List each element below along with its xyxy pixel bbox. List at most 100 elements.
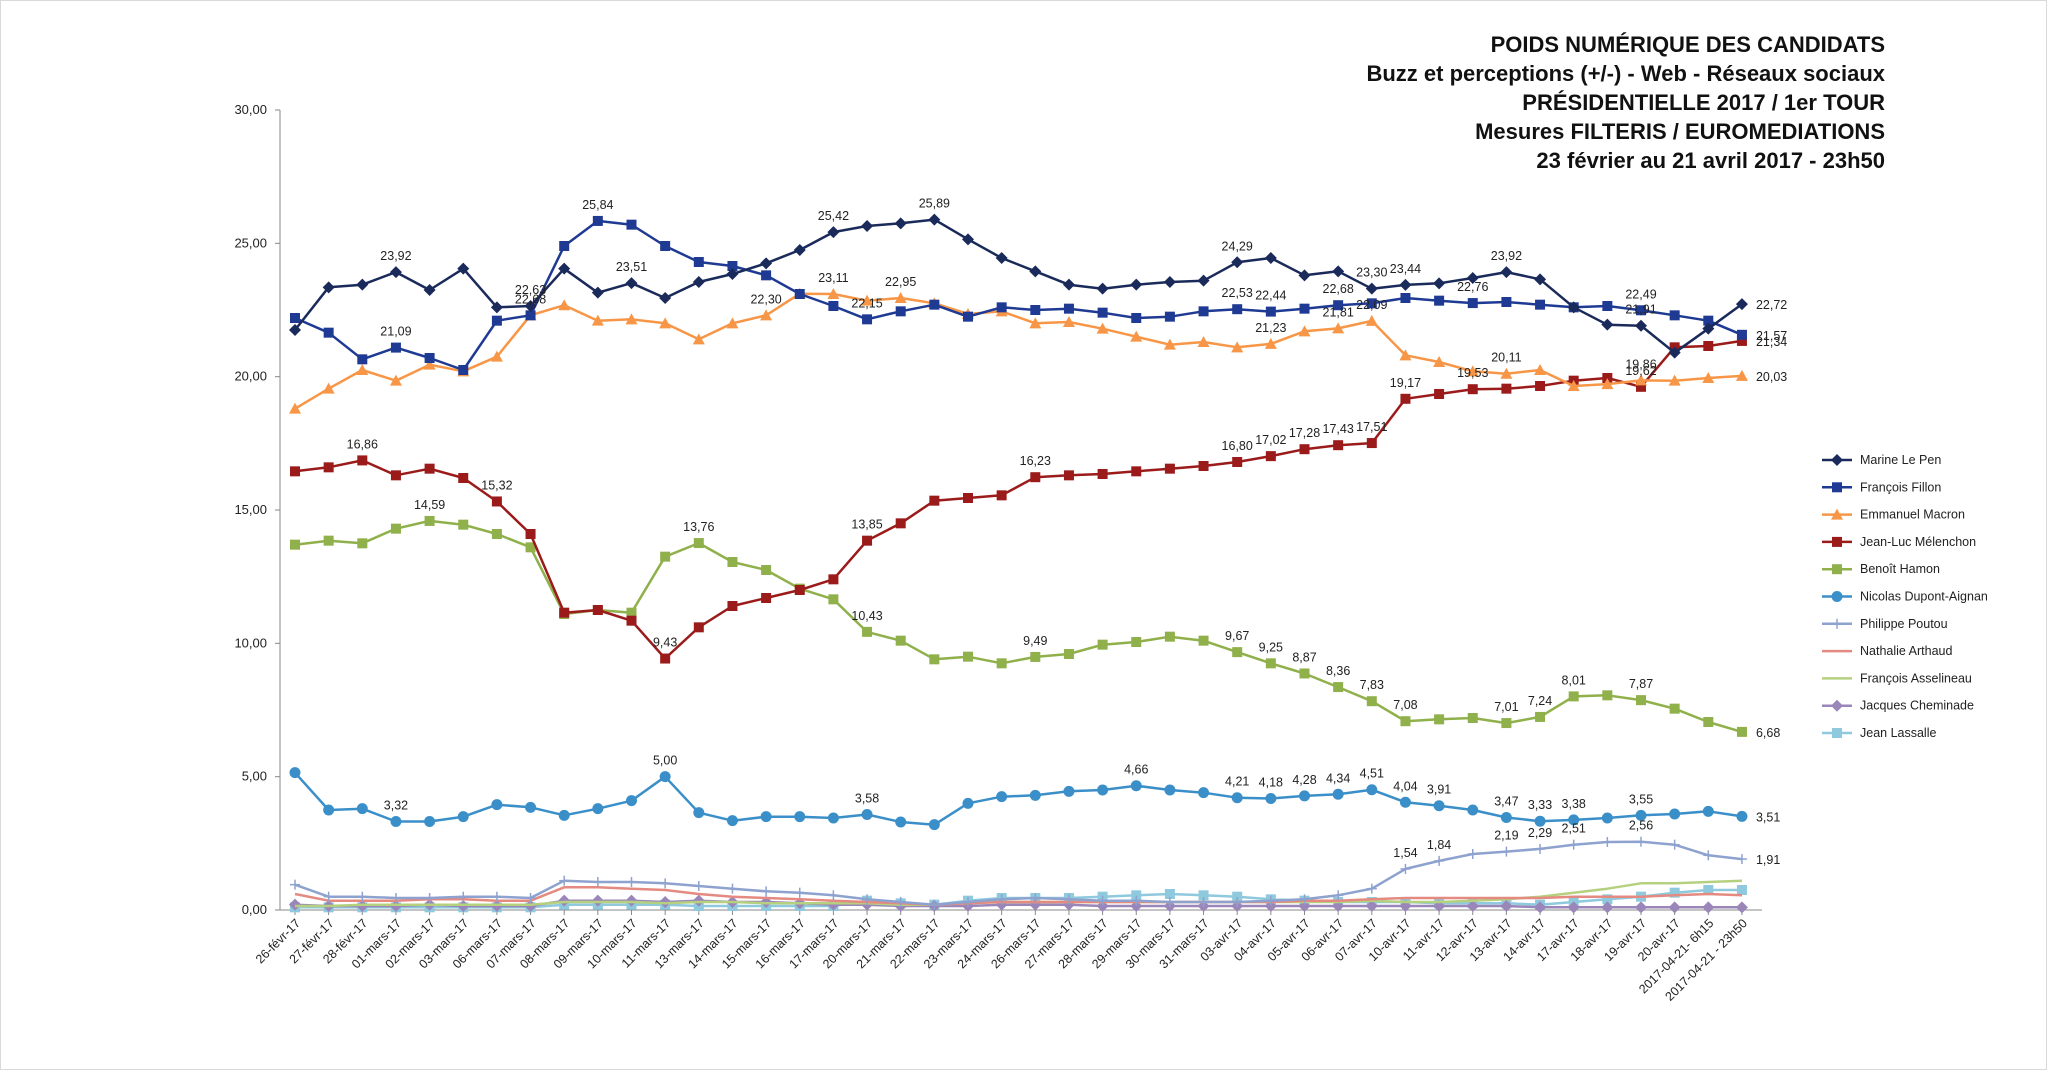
series-line — [294, 218, 1743, 354]
data-point — [761, 270, 772, 281]
data-point — [390, 893, 401, 903]
data-label: 4,28 — [1292, 773, 1316, 787]
data-point — [290, 313, 300, 323]
data-point — [559, 875, 570, 886]
data-label: 22,72 — [1756, 298, 1787, 312]
data-point — [1434, 714, 1445, 725]
data-point — [1669, 703, 1680, 714]
data-point — [1332, 788, 1344, 800]
series-line — [294, 292, 1743, 410]
data-point — [525, 801, 537, 813]
data-point — [1702, 372, 1715, 383]
data-label: 21,34 — [1756, 335, 1787, 349]
y-tick-label: 15,00 — [234, 502, 267, 517]
data-label: 4,34 — [1326, 771, 1350, 785]
data-point — [1030, 651, 1041, 662]
data-point — [660, 653, 671, 664]
data-label: 3,32 — [384, 798, 408, 812]
data-point — [558, 894, 571, 907]
data-point — [1636, 305, 1646, 316]
legend-label: Nathalie Arthaud — [1860, 644, 1952, 658]
data-point — [1198, 461, 1209, 471]
data-label: 22,49 — [1625, 287, 1656, 301]
data-point — [1500, 900, 1513, 912]
data-label: 21,81 — [1323, 305, 1354, 319]
y-tick-label: 30,00 — [234, 102, 267, 117]
data-label: 17,43 — [1323, 422, 1354, 436]
legend-item: Benoît Hamon — [1822, 562, 1940, 576]
data-label: 20,11 — [1491, 351, 1521, 365]
data-point — [1433, 277, 1446, 290]
data-point — [1400, 293, 1411, 303]
data-point — [458, 473, 469, 483]
data-point — [660, 241, 671, 251]
data-point — [1467, 804, 1479, 816]
data-point — [929, 299, 940, 310]
data-point — [1299, 790, 1310, 802]
data-point — [390, 342, 401, 353]
data-label: 7,24 — [1528, 694, 1552, 708]
data-label: 9,49 — [1023, 634, 1047, 648]
data-point — [1232, 457, 1243, 467]
data-point — [1366, 298, 1377, 309]
data-point — [1735, 901, 1748, 914]
series-francois-fillon — [290, 215, 1747, 375]
data-point — [827, 812, 839, 824]
legend-label: Jean Lassalle — [1860, 726, 1936, 740]
chart-title: POIDS NUMÉRIQUE DES CANDIDATS Buzz et pe… — [1366, 30, 1885, 175]
data-point — [1164, 463, 1175, 474]
data-point — [591, 314, 604, 326]
legend-label: François Asselineau — [1860, 671, 1972, 685]
data-label: 23,44 — [1390, 262, 1421, 276]
data-point — [1400, 863, 1411, 874]
data-point — [895, 897, 906, 907]
data-point — [458, 365, 469, 375]
data-point — [794, 811, 806, 823]
data-point — [761, 565, 772, 575]
data-point — [1198, 890, 1209, 901]
data-point — [290, 879, 300, 890]
data-point — [894, 292, 907, 303]
data-point — [861, 220, 874, 232]
data-label: 7,08 — [1393, 698, 1417, 712]
data-point — [591, 286, 604, 299]
data-point — [659, 771, 671, 783]
data-point — [389, 374, 402, 386]
data-point — [625, 894, 638, 907]
data-point — [693, 622, 704, 633]
data-point — [389, 266, 402, 279]
data-point — [1668, 346, 1681, 359]
data-label: 6,68 — [1756, 726, 1780, 740]
data-point — [1702, 805, 1714, 817]
series-emmanuel-macron — [289, 287, 1748, 414]
data-point — [1703, 850, 1714, 861]
data-point — [1668, 374, 1681, 386]
data-point — [1399, 349, 1412, 361]
data-point — [1736, 335, 1747, 346]
data-point — [1669, 887, 1680, 898]
data-point — [1467, 298, 1478, 309]
data-point — [692, 333, 705, 345]
data-point — [660, 551, 671, 562]
data-point — [895, 635, 906, 646]
legend-item: Jean-Luc Mélenchon — [1822, 535, 1976, 549]
series-nathalie-arthaud — [294, 886, 1743, 906]
data-point — [1030, 893, 1041, 903]
data-point — [1231, 792, 1243, 804]
data-point — [1366, 438, 1377, 449]
data-point — [389, 900, 402, 912]
data-point — [1063, 649, 1074, 659]
data-point — [1534, 815, 1546, 827]
data-point — [760, 257, 773, 270]
data-point — [424, 463, 435, 474]
data-label: 21,09 — [380, 325, 411, 339]
data-point — [1299, 303, 1310, 314]
data-point — [693, 807, 705, 819]
data-point — [592, 877, 603, 887]
data-point — [1131, 890, 1142, 901]
title-line-3: PRÉSIDENTIELLE 2017 / 1er TOUR — [1522, 90, 1885, 115]
data-point — [424, 353, 435, 363]
data-point — [1636, 695, 1646, 706]
data-label: 17,02 — [1255, 433, 1286, 447]
